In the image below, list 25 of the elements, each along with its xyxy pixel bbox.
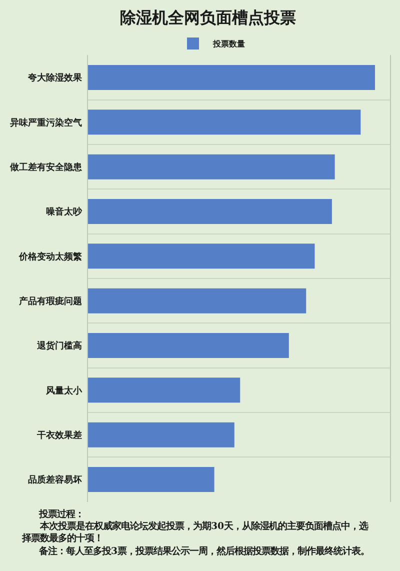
y-tick-label: 干衣效果差	[36, 430, 82, 441]
text: 备注：每人至多投3票，投票结果公示一周，然后根据投票数据，制作最终统计表。	[21, 546, 370, 557]
chart-title: 除湿机全网负面槽点投票	[120, 8, 296, 28]
bar	[88, 288, 306, 314]
legend-label: 投票数量	[212, 38, 245, 49]
y-tick-label: 夸大除湿效果	[27, 72, 84, 84]
y-tick-label: 噪音太吵	[46, 206, 84, 218]
bar	[88, 244, 315, 269]
y-tick-label: 风量太小	[45, 385, 84, 396]
y-tick-label: 产品有瑕疵问题	[18, 296, 82, 307]
bar	[88, 378, 240, 403]
bar	[88, 65, 375, 90]
y-tick-label: 品质差容易坏	[28, 474, 82, 486]
y-tick-label: 价格变动太频繁	[18, 251, 82, 262]
text: 本次投票是在权威家电论坛发起投票，为期30天，从除湿机的主要负面槽点中，选择票数最多的十项！	[21, 521, 368, 544]
y-tick-label: 异味严重污染空气	[9, 117, 82, 128]
bar	[88, 199, 332, 224]
bar	[88, 110, 361, 135]
y-tick-label: 做工差有安全隐患	[9, 162, 84, 173]
bar	[88, 466, 214, 492]
text: 投票过程：	[21, 509, 84, 520]
bar	[88, 422, 234, 448]
bar	[88, 154, 335, 180]
bar	[88, 332, 289, 358]
y-tick-label: 退货门槛高	[36, 340, 82, 352]
